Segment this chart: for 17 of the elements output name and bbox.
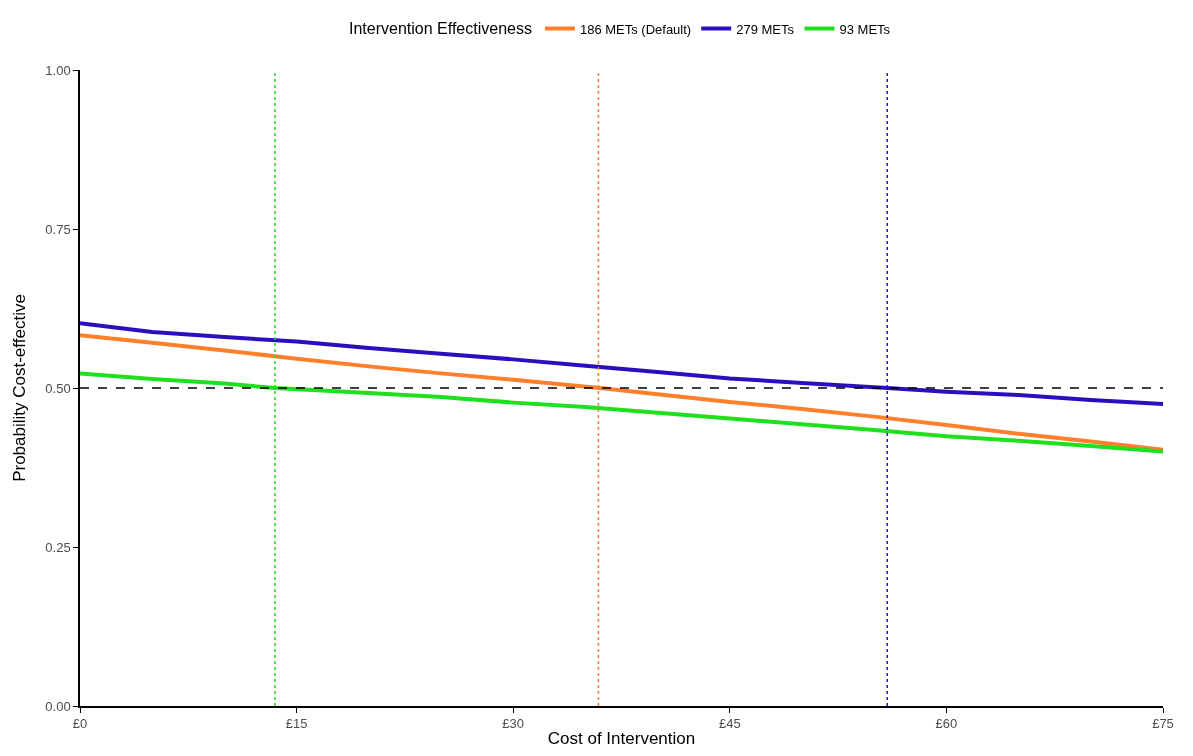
x-tick-label: £30 [502, 716, 525, 732]
x-tick-label: £0 [72, 716, 88, 732]
y-tick-label: 0.25 [45, 539, 71, 555]
y-tick-label: 0.75 [45, 221, 71, 237]
x-tick-label: £15 [285, 716, 308, 732]
legend-title: Intervention Effectiveness [349, 20, 532, 38]
legend-label: 93 METs [839, 21, 891, 37]
legend-label: 186 METs (Default) [579, 21, 692, 37]
x-tick-label: £45 [718, 716, 741, 732]
x-axis-title: Cost of Intervention [547, 729, 696, 749]
legend-label: 279 METs [736, 21, 795, 37]
y-axis-title: Probability Cost-effective [10, 294, 30, 482]
y-tick-label: 1.00 [45, 62, 71, 78]
x-tick-label: £75 [1152, 716, 1174, 732]
x-tick-label: £60 [935, 716, 958, 732]
y-tick-label: 0.00 [45, 698, 71, 714]
y-tick-label: 0.50 [45, 380, 71, 396]
